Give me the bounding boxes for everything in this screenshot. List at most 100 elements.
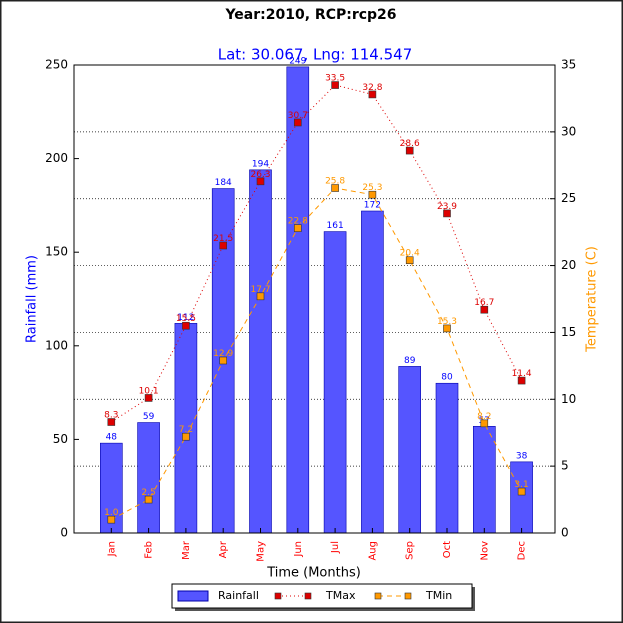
y-tick-label: 150 bbox=[45, 245, 68, 259]
point-value-label: 3.1 bbox=[514, 480, 528, 490]
point-value-label: 8.2 bbox=[477, 412, 491, 422]
x-tick-label: Mar bbox=[181, 540, 192, 560]
x-tick-label: Jan bbox=[106, 541, 117, 557]
y2-tick-label: 0 bbox=[561, 526, 569, 540]
marker bbox=[293, 224, 302, 232]
y-tick-label: 250 bbox=[45, 58, 68, 72]
point-value-label: 12.9 bbox=[213, 349, 233, 359]
point-value-label: 25.8 bbox=[325, 177, 345, 187]
bar-value-label: 48 bbox=[106, 433, 118, 443]
x-axis-label: Time (Months) bbox=[266, 566, 361, 581]
point-value-label: 11.4 bbox=[512, 369, 532, 379]
bar-value-label: 161 bbox=[327, 221, 344, 231]
point-value-label: 10.1 bbox=[139, 386, 159, 396]
point-value-label: 23.9 bbox=[437, 202, 457, 212]
point-value-label: 22.8 bbox=[288, 217, 308, 227]
x-tick-label: Aug bbox=[367, 541, 378, 561]
legend-marker bbox=[304, 592, 312, 600]
point-value-label: 15.3 bbox=[437, 317, 457, 327]
bar-value-label: 38 bbox=[516, 451, 528, 461]
series-line bbox=[111, 187, 523, 521]
x-tick-label: Jul bbox=[330, 541, 341, 554]
marker bbox=[182, 321, 190, 330]
legend-marker bbox=[404, 592, 412, 600]
point-value-label: 8.3 bbox=[104, 411, 118, 421]
bar bbox=[435, 382, 459, 534]
bar-value-label: 59 bbox=[143, 412, 155, 422]
bar bbox=[510, 461, 533, 534]
marker bbox=[144, 495, 153, 504]
legend-label: TMax bbox=[325, 589, 356, 602]
x-tick-label: Apr bbox=[218, 540, 229, 558]
point-value-label: 32.8 bbox=[362, 83, 382, 93]
legend-marker bbox=[374, 592, 382, 600]
bar bbox=[398, 366, 422, 534]
marker bbox=[443, 209, 451, 218]
y-tick-label: 200 bbox=[45, 151, 68, 165]
marker bbox=[368, 190, 377, 199]
y2-tick-label: 10 bbox=[561, 392, 576, 406]
y-tick-label: 0 bbox=[60, 526, 68, 540]
y-tick-label: 100 bbox=[45, 338, 68, 352]
legend-swatch bbox=[177, 590, 209, 602]
x-tick-label: Jun bbox=[293, 541, 304, 558]
marker bbox=[256, 292, 265, 301]
bar bbox=[472, 425, 496, 534]
legend-label: Rainfall bbox=[218, 589, 259, 602]
marker bbox=[480, 419, 489, 428]
point-value-label: 30.7 bbox=[288, 111, 308, 121]
bar bbox=[361, 210, 384, 534]
marker bbox=[107, 418, 116, 426]
bar-value-label: 112 bbox=[177, 313, 194, 323]
marker bbox=[219, 356, 227, 365]
y2-tick-label: 5 bbox=[561, 459, 569, 473]
marker bbox=[517, 376, 526, 385]
plot-frame bbox=[73, 64, 556, 534]
point-value-label: 25.3 bbox=[362, 183, 382, 193]
point-value-label: 1.0 bbox=[104, 508, 119, 518]
marker bbox=[144, 394, 153, 402]
marker bbox=[107, 515, 116, 524]
marker bbox=[368, 90, 377, 99]
x-tick-label: May bbox=[256, 541, 267, 562]
y-tick-label: 50 bbox=[53, 432, 68, 446]
point-value-label: 33.5 bbox=[325, 74, 345, 84]
x-tick-label: Sep bbox=[405, 541, 416, 560]
y2-tick-label: 25 bbox=[561, 191, 576, 205]
marker bbox=[517, 487, 526, 496]
bar bbox=[137, 422, 160, 534]
point-value-label: 16.7 bbox=[474, 298, 494, 308]
legend: Rainfall TMax TMin bbox=[171, 583, 475, 611]
x-tick-label: Dec bbox=[517, 541, 528, 560]
y2-tick-label: 35 bbox=[561, 58, 576, 72]
bar bbox=[323, 231, 347, 534]
bar bbox=[249, 169, 272, 534]
marker bbox=[256, 177, 265, 186]
point-value-label: 15.5 bbox=[176, 314, 196, 324]
chart-title: Year:2010, RCP:rcp26 bbox=[224, 7, 396, 23]
x-tick-label: Nov bbox=[479, 541, 490, 561]
point-value-label: 28.6 bbox=[400, 139, 420, 149]
y2-tick-label: 20 bbox=[561, 258, 576, 272]
bar bbox=[286, 66, 310, 534]
marker bbox=[331, 184, 339, 192]
y-axis-label: Rainfall (mm) bbox=[25, 255, 40, 343]
marker bbox=[443, 324, 451, 333]
legend-box bbox=[171, 583, 473, 609]
legend-marker bbox=[274, 592, 282, 600]
point-value-label: 20.4 bbox=[400, 249, 420, 259]
marker bbox=[293, 118, 302, 127]
bar-value-label: 184 bbox=[215, 178, 232, 188]
bar-value-label: 89 bbox=[404, 356, 416, 366]
marker bbox=[219, 241, 227, 250]
x-tick-label: Feb bbox=[144, 541, 155, 559]
point-value-label: 7.2 bbox=[179, 425, 193, 435]
y2-tick-label: 15 bbox=[561, 325, 576, 339]
y2-axis-label: Temperature (C) bbox=[585, 246, 600, 353]
bar-value-label: 249 bbox=[289, 56, 306, 66]
series-line bbox=[111, 84, 523, 423]
marker bbox=[331, 81, 339, 89]
point-value-label: 2.5 bbox=[141, 488, 155, 498]
bar-value-label: 80 bbox=[441, 373, 453, 383]
